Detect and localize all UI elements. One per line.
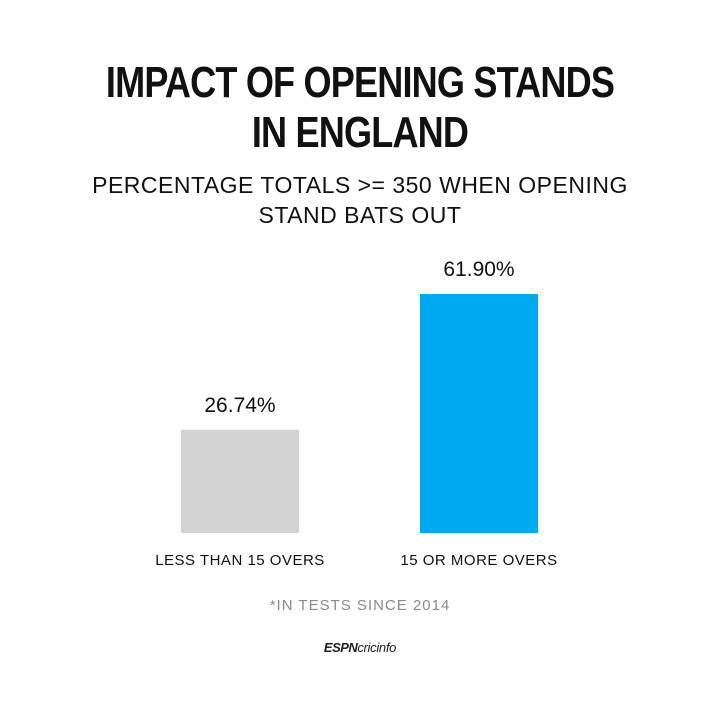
espncricinfo-logo: ESPNcricinfo: [0, 640, 720, 655]
logo-cricinfo-text: cricinfo: [357, 640, 397, 655]
chart-title-line-1: IMPACT OF OPENING STANDS: [105, 58, 615, 107]
chart-subtitle: PERCENTAGE TOTALS >= 350 WHEN OPENING ST…: [0, 170, 720, 230]
data-label-1: 26.74%: [204, 394, 275, 417]
category-label-1: LESS THAN 15 OVERS: [155, 552, 325, 569]
data-label-2: 61.90%: [443, 258, 514, 281]
logo-espn-text: ESPN: [323, 640, 358, 655]
chart-title-line-2: IN ENGLAND: [251, 108, 469, 157]
category-label-2: 15 OR MORE OVERS: [400, 552, 557, 569]
chart-title: IMPACT OF OPENING STANDS IN ENGLAND: [65, 58, 655, 158]
chart-subtitle-line-1: PERCENTAGE TOTALS >= 350 WHEN OPENING: [92, 172, 628, 198]
footnote: *IN TESTS SINCE 2014: [269, 597, 451, 614]
bar-1: [181, 429, 299, 533]
chart-subtitle-line-2: STAND BATS OUT: [258, 202, 462, 228]
bar-2: [420, 294, 538, 533]
bar-chart: 26.74% LESS THAN 15 OVERS 61.90% 15 OR MORE…: [155, 258, 557, 569]
